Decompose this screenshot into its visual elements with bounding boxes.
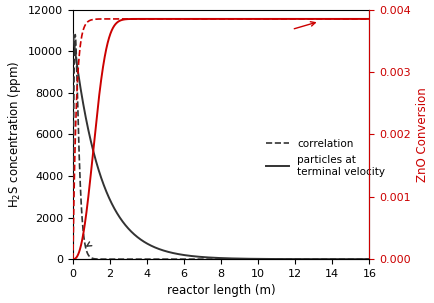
Y-axis label: H$_2$S concentration (ppm): H$_2$S concentration (ppm) <box>6 61 23 208</box>
Y-axis label: ZnO Conversion: ZnO Conversion <box>415 87 428 182</box>
X-axis label: reactor length (m): reactor length (m) <box>167 285 275 298</box>
Legend: correlation, particles at
terminal velocity: correlation, particles at terminal veloc… <box>261 135 389 181</box>
